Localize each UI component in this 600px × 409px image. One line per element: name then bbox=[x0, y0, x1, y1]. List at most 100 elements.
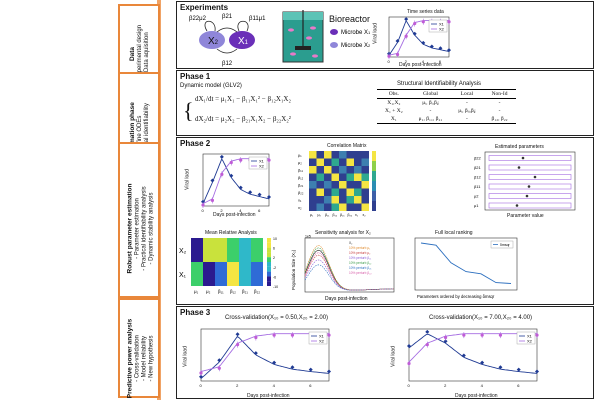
microbe1-label: Microbe X1 bbox=[341, 30, 371, 36]
colorbar-segment bbox=[372, 161, 376, 171]
corr-cell bbox=[354, 158, 362, 166]
colorbar-segment bbox=[267, 257, 271, 262]
corr-cell bbox=[361, 151, 369, 159]
table-row: X₁,X₂ μᵢ, βᵢ,βᵢⱼ - - bbox=[377, 99, 516, 108]
interaction-diagram: X2 X1 β22μ2 β21 β11μ1 β12 bbox=[189, 14, 266, 67]
corr-cell bbox=[309, 151, 317, 159]
tick-label: 0 bbox=[200, 383, 203, 388]
legend-label: X2 bbox=[319, 339, 325, 344]
cv2-chart: 0 2 4 6 X1X2 bbox=[407, 328, 539, 388]
bioreactor-label: Bioreactor bbox=[329, 14, 371, 24]
mra-cell bbox=[251, 238, 263, 262]
sens-legend-label: 10% perturb μ₂ bbox=[349, 251, 371, 255]
corr-col-label: μ₁ bbox=[310, 213, 314, 217]
mra-cell bbox=[215, 238, 227, 262]
tick-label: 0 bbox=[388, 59, 391, 64]
corr-cell bbox=[339, 203, 347, 211]
data-point bbox=[235, 332, 240, 337]
mra-cell bbox=[227, 238, 239, 262]
corr-cell bbox=[346, 181, 354, 189]
data-point bbox=[421, 20, 425, 24]
tick-label: 2 bbox=[220, 208, 223, 213]
microbe-legend: Microbe X1 Microbe X2 bbox=[330, 29, 371, 49]
cv1-chart: 0 2 4 6 X1X2 bbox=[199, 328, 331, 388]
corr-row-label: β₁₁ bbox=[298, 168, 304, 173]
tick-label: 4 bbox=[422, 59, 425, 64]
corr-title: Correlation Matrix bbox=[327, 143, 367, 149]
equation-2: dX₂/dt = μ₂X₂ − β₂₁X₁X₂ − β₂₂X₂² bbox=[195, 115, 291, 123]
legend-label: X1 bbox=[319, 334, 325, 339]
data-point bbox=[199, 374, 203, 379]
corr-cell bbox=[361, 203, 369, 211]
stage-title: Predictive power analysis bbox=[126, 318, 134, 399]
corr-col-label: β₁₁ bbox=[325, 213, 330, 217]
series-line-x2 bbox=[200, 333, 329, 372]
data-point bbox=[210, 178, 215, 183]
param-estimate bbox=[521, 156, 525, 160]
corr-cell bbox=[361, 196, 369, 204]
corr-cell bbox=[361, 158, 369, 166]
corr-col-label: x₂ bbox=[363, 213, 367, 217]
corr-cell bbox=[331, 173, 339, 181]
experiments-panel: Experiments X2 X1 β22μ2 β21 β11μ1 β12 Bi… bbox=[176, 1, 594, 69]
chart-ylabel: Viral load bbox=[390, 346, 397, 367]
corr-row-label: μ₁ bbox=[298, 153, 302, 158]
table-cell: - bbox=[465, 100, 468, 106]
plot-frame bbox=[202, 153, 270, 207]
chart-xlabel: Days post-infection bbox=[213, 212, 256, 218]
model-label: Dynamic model (GLV2) bbox=[180, 83, 242, 89]
sens-legend-label: 10% perturb β₂₂ bbox=[349, 271, 372, 275]
corr-cell bbox=[361, 166, 369, 174]
data-point bbox=[238, 185, 243, 190]
data-point bbox=[257, 192, 262, 197]
data-point bbox=[290, 365, 295, 370]
panel-title: Experiments bbox=[180, 3, 229, 12]
tick-label: 0 bbox=[408, 383, 411, 388]
data-point bbox=[395, 39, 400, 43]
series-line-x1 bbox=[388, 20, 450, 56]
corr-cell bbox=[339, 173, 347, 181]
param-interval bbox=[488, 174, 572, 180]
legend-label: X1 bbox=[439, 22, 445, 27]
tick-label: 6 bbox=[517, 383, 520, 388]
corr-cell bbox=[339, 181, 347, 189]
data-point bbox=[421, 40, 426, 45]
colorbar-segment bbox=[267, 276, 271, 282]
stage-predictive: Predictive power analysis - Cross-valida… bbox=[118, 298, 160, 398]
sens-legend-label: 10% perturb β₁₂ bbox=[349, 261, 372, 265]
corr-col-label: β₁₂ bbox=[333, 213, 338, 217]
corr-cell bbox=[309, 181, 317, 189]
corr-cell bbox=[361, 173, 369, 181]
corr-cell bbox=[309, 173, 317, 181]
table-cell: X₁ + X₂ bbox=[385, 108, 403, 114]
mra-title: Mean Relative Analysis bbox=[205, 230, 257, 236]
legend-box bbox=[490, 240, 514, 249]
corr-cell bbox=[316, 166, 324, 174]
tick-label: 6 bbox=[439, 59, 442, 64]
mra-col-label: β₁₂ bbox=[230, 289, 236, 294]
param-label: β11 bbox=[474, 184, 481, 189]
stage-predictive-text: Predictive power analysis - Cross-valida… bbox=[127, 309, 156, 409]
mean-relative-heatmap: X₂ X₁ μ₁ μ₂ β₁₁ β₁₂ β₂₁ β₂₂ 10 6 2 -2 -6 -10 bbox=[179, 237, 278, 294]
sensitivity-curve bbox=[304, 252, 394, 291]
table-row: Obs. Global Local Non-Id bbox=[377, 89, 516, 99]
table-cell: β₁₂, β₂₂ bbox=[483, 115, 516, 124]
param-label: β21 bbox=[474, 165, 482, 170]
corr-cell bbox=[316, 196, 324, 204]
tick-label: 4 bbox=[481, 383, 484, 388]
corr-cell bbox=[331, 188, 339, 196]
corr-cell bbox=[316, 188, 324, 196]
table-cell: X₁ bbox=[377, 115, 411, 124]
corr-cell bbox=[324, 181, 332, 189]
mra-cell bbox=[191, 238, 203, 262]
legend-label: X2 bbox=[439, 27, 445, 32]
bioreactor-icon bbox=[282, 10, 324, 63]
corr-row-label: β₂₂ bbox=[298, 190, 304, 195]
data-point bbox=[447, 20, 451, 24]
chart-ylabel: Viral load bbox=[182, 346, 189, 367]
tick-label: 0 bbox=[202, 208, 205, 213]
data-point bbox=[535, 369, 539, 374]
param-estimate bbox=[515, 204, 519, 207]
corr-cell bbox=[331, 181, 339, 189]
corr-cell bbox=[339, 196, 347, 204]
